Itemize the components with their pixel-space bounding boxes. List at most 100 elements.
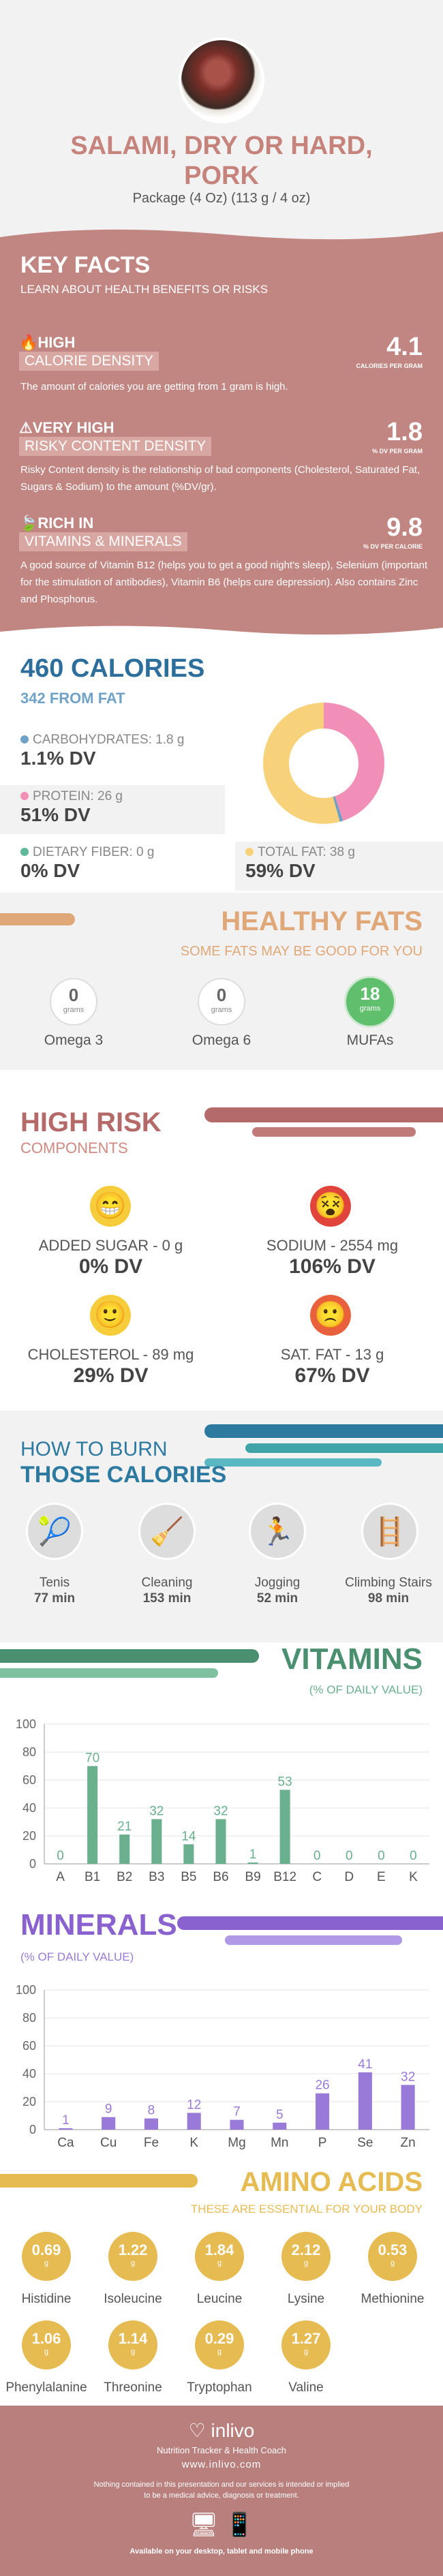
mineral-bar xyxy=(230,2119,244,2130)
food-title-line1: SALAMI, DRY OR HARD, xyxy=(70,132,373,160)
protein-dot-icon xyxy=(20,792,29,800)
mufa-unit: grams xyxy=(359,1005,381,1013)
mineral-bar xyxy=(273,2122,287,2130)
amino-value: 1.27 xyxy=(291,2330,321,2347)
mineral-value-label: 5 xyxy=(276,2108,284,2122)
fat-stat: TOTAL FAT: 38 g 59% DV xyxy=(245,845,355,882)
amino-label: Valine xyxy=(288,2380,324,2395)
mufa-value: 18 xyxy=(360,983,380,1004)
vitamin-bar xyxy=(151,1819,162,1864)
amino-circle: 1.84 g xyxy=(195,2232,244,2281)
decor-bar xyxy=(0,913,75,925)
mineral-value-label: 12 xyxy=(187,2098,201,2112)
protein-band xyxy=(0,785,225,834)
vitamins-title: VITAMINS xyxy=(281,1642,423,1676)
mineral-category-label: Se xyxy=(357,2136,373,2150)
calorie-density-level: 🔥HIGH xyxy=(19,334,76,351)
omega6-label: Omega 6 xyxy=(192,1032,251,1048)
amino-label: Methionine xyxy=(361,2292,425,2306)
omega6-value: 0 xyxy=(216,985,227,1005)
mineral-bar xyxy=(102,2117,116,2130)
mineral-bar xyxy=(316,2093,330,2130)
minerals-subtitle: (% OF DAILY VALUE) xyxy=(20,1950,134,1963)
mineral-bar xyxy=(187,2113,201,2130)
fiber-label: DIETARY FIBER: 0 g xyxy=(33,845,155,859)
amino-unit: g xyxy=(217,2259,222,2267)
vitamin-category-label: B9 xyxy=(245,1870,260,1884)
omega3-value: 0 xyxy=(68,985,79,1005)
vitamin-category-label: A xyxy=(56,1870,65,1884)
amino-circle: 1.22 g xyxy=(108,2232,157,2281)
fat-label: TOTAL FAT: 38 g xyxy=(258,845,355,859)
amino-value: 0.29 xyxy=(204,2330,234,2347)
vitamins-bar-chart: 0 20 40 60 80 100 0 A 70 B1 21 B2 32 B3 14 B5 32 B6 1 B9 53 B… xyxy=(16,1717,429,1884)
vitamins-subtitle: (% OF DAILY VALUE) xyxy=(309,1683,423,1696)
vitamin-value-label: 32 xyxy=(213,1804,228,1818)
key-facts-title: KEY FACTS xyxy=(20,252,151,278)
vitamin-category-label: C xyxy=(312,1870,322,1884)
cleaning-label: Cleaning xyxy=(141,1576,193,1590)
carbs-label: CARBOHYDRATES: 1.8 g xyxy=(33,733,185,747)
vitamin-ytick-label: 0 xyxy=(29,1857,36,1871)
footer-tagline: Nutrition Tracker & Health Coach xyxy=(156,2445,287,2455)
vitamin-value-label: 21 xyxy=(117,1820,132,1834)
vitamin-ytick-label: 20 xyxy=(22,1829,36,1843)
mineral-value-label: 8 xyxy=(148,2104,155,2118)
amino-unit: g xyxy=(390,2259,395,2267)
omega6-unit: grams xyxy=(211,1006,232,1014)
amino-circle: 0.53 g xyxy=(368,2232,417,2281)
carbs-dot-icon xyxy=(20,735,29,743)
fat-dv: 59% DV xyxy=(245,860,316,881)
flame-icon: 🔥 xyxy=(19,334,38,351)
vitamin-value-label: 0 xyxy=(346,1849,353,1863)
amino-value: 0.69 xyxy=(31,2241,61,2258)
minerals-section: MINERALS (% OF DAILY VALUE) 0 20 40 60 80 100… xyxy=(0,1908,443,2167)
mineral-value-label: 9 xyxy=(105,2102,112,2117)
key-facts-subtitle: LEARN ABOUT HEALTH BENEFITS OR RISKS xyxy=(20,283,269,296)
mineral-ytick-label: 80 xyxy=(22,2011,36,2025)
cholesterol-dv: 29% DV xyxy=(73,1364,149,1387)
sat-fat-dv: 67% DV xyxy=(294,1364,370,1387)
mineral-value-label: 32 xyxy=(401,2070,415,2084)
amino-unit: g xyxy=(130,2259,136,2267)
amino-acids-title: AMINO ACIDS xyxy=(240,2167,423,2197)
mineral-category-label: K xyxy=(189,2136,198,2150)
mineral-category-label: Ca xyxy=(57,2136,74,2150)
decor-bar xyxy=(204,1107,443,1122)
vitamin-ytick-label: 100 xyxy=(16,1717,36,1731)
tennis-label: Tenis xyxy=(39,1576,70,1590)
amino-circle: 0.69 g xyxy=(22,2232,71,2281)
healthy-fats-section: HEALTHY FATS SOME FATS MAY BE GOOD FOR Y… xyxy=(0,893,443,1070)
devices-icon: 🖥 📱 xyxy=(189,2512,254,2538)
food-photo xyxy=(179,37,264,123)
mineral-category-label: Cu xyxy=(100,2136,117,2150)
vitamin-category-label: B12 xyxy=(273,1870,296,1884)
cholesterol-face-icon: 🙂 xyxy=(90,1295,131,1336)
calories-section: 460 CALORIES 342 FROM FAT CARBOHYDRATES:… xyxy=(0,641,443,893)
footer-disclaimer-line2: to be a medical advice, diagnosis or tre… xyxy=(144,2491,299,2500)
amino-unit: g xyxy=(44,2348,49,2356)
vitamin-value-label: 53 xyxy=(278,1775,292,1789)
footer-url[interactable]: www.inlivo.com xyxy=(181,2459,262,2470)
mineral-value-label: 41 xyxy=(358,2057,372,2072)
climbing-stairs-icon: 🪜 xyxy=(361,1503,418,1560)
sodium-face-icon: 😵 xyxy=(310,1186,351,1227)
food-title-line2: PORK xyxy=(184,162,259,190)
high-risk-title: HIGH RISK xyxy=(20,1107,162,1137)
decor-bar xyxy=(252,1127,416,1137)
decor-bar xyxy=(177,1916,443,1930)
calories-title: 460 CALORIES xyxy=(20,654,205,683)
mineral-category-label: Mg xyxy=(228,2136,245,2150)
protein-dv: 51% DV xyxy=(20,804,91,825)
vitamin-value-label: 0 xyxy=(378,1849,385,1863)
mineral-category-label: Fe xyxy=(144,2136,159,2150)
vitamin-bar xyxy=(87,1766,98,1864)
amino-unit: g xyxy=(130,2348,136,2356)
mineral-value-label: 1 xyxy=(62,2113,70,2128)
sat-fat-label: SAT. FAT - 13 g xyxy=(280,1346,384,1363)
burn-title-line2: THOSE CALORIES xyxy=(20,1462,227,1488)
amino-label: Lysine xyxy=(287,2292,325,2306)
decor-bar xyxy=(0,1668,218,1678)
amino-label: Leucine xyxy=(196,2292,243,2306)
jogging-minutes: 52 min xyxy=(256,1591,299,1606)
